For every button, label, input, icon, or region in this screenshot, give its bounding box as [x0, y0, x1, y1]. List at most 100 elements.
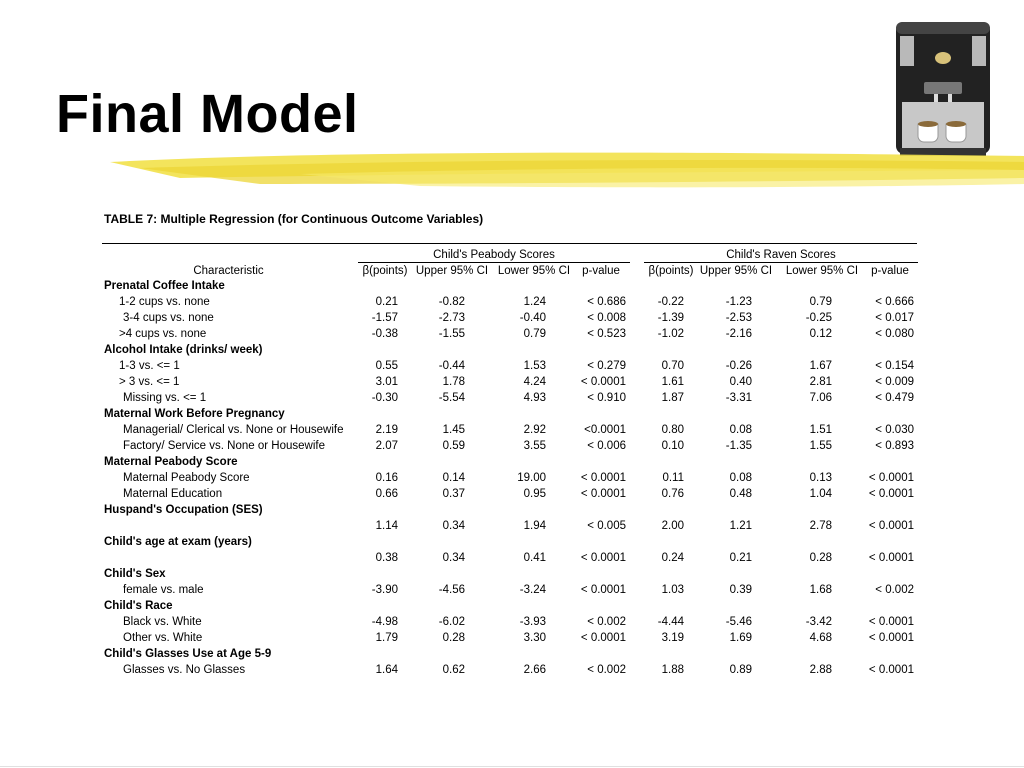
section-label: Child's age at exam (years)	[104, 536, 252, 548]
section-row: Child's Race	[102, 598, 917, 614]
cell-lower-ci-raven: 1.51	[809, 424, 832, 436]
cell-lower-ci-peabody: 3.30	[523, 632, 546, 644]
cell-lower-ci-raven: 2.88	[809, 664, 832, 676]
cell-p-value-raven: < 0.030	[875, 424, 914, 436]
column-header-characteristic: Characteristic	[193, 265, 264, 277]
column-header-p-value: p-value	[871, 265, 909, 277]
cell-upper-ci-raven: -0.26	[725, 360, 752, 372]
cell-upper-ci-raven: 0.89	[729, 664, 752, 676]
cell-beta-raven: -0.22	[657, 296, 684, 308]
column-header-upper-ci: Upper 95% CI	[699, 265, 773, 277]
cell-p-value-peabody: <0.0001	[584, 424, 626, 436]
table-row: 0.38 0.34 0.41 < 0.0001 0.24 0.21 0.28 < 0.0001	[102, 550, 917, 566]
cell-p-value-peabody: < 0.006	[587, 440, 626, 452]
table-row: Maternal Education 0.66 0.37 0.95 < 0.0001 0.…	[102, 486, 917, 502]
cell-lower-ci-peabody: -3.93	[519, 616, 546, 628]
cell-p-value-raven: < 0.479	[875, 392, 914, 404]
coffee-machine-icon	[896, 22, 990, 156]
cell-upper-ci-raven: 1.69	[729, 632, 752, 644]
cell-upper-ci-peabody: -4.56	[438, 584, 465, 596]
cell-p-value-peabody: < 0.0001	[580, 376, 626, 388]
cell-p-value-peabody: < 0.0001	[580, 472, 626, 484]
cell-lower-ci-peabody: -0.40	[519, 312, 546, 324]
cell-beta-peabody: -1.57	[371, 312, 398, 324]
cell-beta-peabody: -0.30	[371, 392, 398, 404]
table-caption: TABLE 7: Multiple Regression (for Contin…	[104, 212, 484, 226]
column-header-beta: β(points)	[648, 265, 694, 277]
table-row: female vs. male -3.90 -4.56 -3.24 < 0.0001 1.…	[102, 582, 917, 598]
cell-beta-peabody: -4.98	[371, 616, 398, 628]
cell-upper-ci-peabody: -5.54	[438, 392, 465, 404]
row-label: >4 cups vs. none	[119, 328, 207, 340]
cell-beta-raven: -1.02	[657, 328, 684, 340]
cell-lower-ci-peabody: 1.94	[523, 520, 546, 532]
group-rule-raven	[644, 262, 918, 263]
cell-beta-raven: 0.24	[661, 552, 684, 564]
cell-upper-ci-peabody: 0.14	[442, 472, 465, 484]
cell-upper-ci-peabody: 0.28	[442, 632, 465, 644]
cell-lower-ci-peabody: 0.41	[523, 552, 546, 564]
cell-p-value-peabody: < 0.002	[587, 664, 626, 676]
cell-beta-raven: 1.61	[661, 376, 684, 388]
cell-beta-raven: 3.19	[661, 632, 684, 644]
cell-lower-ci-raven: -0.25	[805, 312, 832, 324]
cell-beta-peabody: -3.90	[371, 584, 398, 596]
cell-beta-peabody: 3.01	[375, 376, 398, 388]
cell-lower-ci-peabody: -3.24	[519, 584, 546, 596]
cell-p-value-peabody: < 0.0001	[580, 552, 626, 564]
cell-upper-ci-raven: 0.40	[729, 376, 752, 388]
cell-p-value-raven: < 0.0001	[868, 552, 914, 564]
row-label: > 3 vs. <= 1	[119, 376, 180, 388]
cell-lower-ci-peabody: 3.55	[523, 440, 546, 452]
section-row: Maternal Peabody Score	[102, 454, 917, 470]
cell-p-value-peabody: < 0.0001	[580, 584, 626, 596]
column-header-row: Characteristic β(points) Upper 95% CI Lo…	[102, 263, 917, 279]
cell-upper-ci-peabody: -2.73	[438, 312, 465, 324]
row-label: Glasses vs. No Glasses	[123, 664, 246, 676]
cell-lower-ci-raven: 1.55	[809, 440, 832, 452]
section-label: Maternal Work Before Pregnancy	[104, 408, 285, 420]
cell-upper-ci-peabody: 0.59	[442, 440, 465, 452]
cell-lower-ci-peabody: 0.95	[523, 488, 546, 500]
cell-p-value-raven: < 0.666	[875, 296, 914, 308]
cell-lower-ci-peabody: 1.24	[523, 296, 546, 308]
cell-lower-ci-raven: 0.13	[809, 472, 832, 484]
section-row: Child's Sex	[102, 566, 917, 582]
cell-lower-ci-peabody: 19.00	[517, 472, 546, 484]
table-row: 1-3 vs. <= 1 0.55 -0.44 1.53 < 0.279 0.70 -0.2…	[102, 358, 917, 374]
cell-beta-raven: 0.70	[661, 360, 684, 372]
cell-p-value-peabody: < 0.002	[587, 616, 626, 628]
cell-upper-ci-peabody: 0.34	[442, 520, 465, 532]
cell-beta-peabody: 0.55	[375, 360, 398, 372]
section-row: Huspand's Occupation (SES)	[102, 502, 917, 518]
row-label: 1-3 vs. <= 1	[119, 360, 180, 372]
column-header-beta: β(points)	[362, 265, 408, 277]
row-label: Other vs. White	[123, 632, 203, 644]
cell-p-value-peabody: < 0.523	[587, 328, 626, 340]
cell-upper-ci-peabody: 1.78	[442, 376, 465, 388]
cell-lower-ci-peabody: 2.66	[523, 664, 546, 676]
table-row: Missing vs. <= 1 -0.30 -5.54 4.93 < 0.910 1.8…	[102, 390, 917, 406]
cell-lower-ci-raven: 1.67	[809, 360, 832, 372]
cell-p-value-raven: < 0.0001	[868, 488, 914, 500]
cell-beta-raven: 2.00	[661, 520, 684, 532]
cell-upper-ci-peabody: 0.62	[442, 664, 465, 676]
cell-beta-raven: 0.11	[662, 472, 684, 484]
group-header-raven: Child's Raven Scores	[726, 249, 836, 261]
cell-p-value-peabody: < 0.910	[587, 392, 626, 404]
cell-beta-peabody: 2.19	[375, 424, 398, 436]
table-row: Managerial/ Clerical vs. None or Housewi…	[102, 422, 917, 438]
cell-lower-ci-raven: 4.68	[809, 632, 832, 644]
group-header-peabody: Child's Peabody Scores	[433, 249, 555, 261]
cell-upper-ci-raven: 0.21	[729, 552, 752, 564]
cell-upper-ci-raven: -2.16	[725, 328, 752, 340]
row-label: 3-4 cups vs. none	[123, 312, 214, 324]
cell-upper-ci-raven: 0.39	[729, 584, 752, 596]
cell-beta-raven: 1.87	[661, 392, 684, 404]
cell-upper-ci-peabody: -0.82	[438, 296, 465, 308]
cell-p-value-raven: < 0.0001	[868, 632, 914, 644]
group-rule-peabody	[358, 262, 630, 263]
cell-lower-ci-raven: 1.68	[809, 584, 832, 596]
cell-beta-raven: 0.10	[661, 440, 684, 452]
cell-upper-ci-peabody: 0.34	[442, 552, 465, 564]
